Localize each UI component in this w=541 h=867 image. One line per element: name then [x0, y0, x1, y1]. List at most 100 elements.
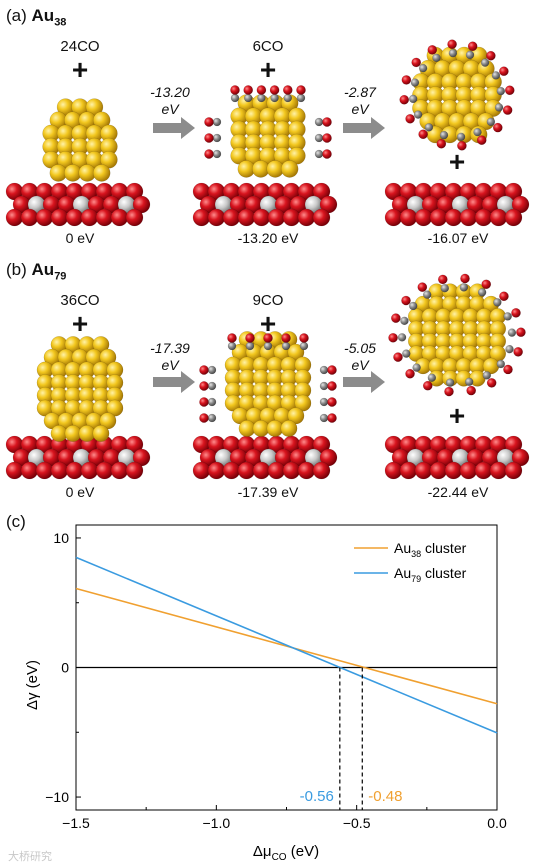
oxygen-atom: [516, 327, 526, 338]
intercept-label: -0.56: [300, 788, 334, 805]
oxygen-atom: [467, 41, 478, 52]
oxygen-atom: [492, 122, 503, 133]
oxygen-atom: [110, 461, 129, 480]
plus-sign: +: [259, 308, 277, 339]
energy-a-2: -16.07 eV: [427, 230, 489, 246]
carbon-atom: [402, 349, 411, 358]
gold-atom: [92, 336, 110, 353]
oxygen-atom: [511, 308, 521, 318]
oxygen-atom: [474, 461, 493, 480]
oxygen-atom: [504, 461, 523, 480]
oxygen-atom: [207, 461, 226, 480]
series-line-1: [75, 556, 498, 734]
molecular-illustrations: [5, 39, 530, 480]
oxygen-atom: [322, 117, 332, 127]
oxygen-atom: [245, 333, 255, 343]
oxygen-atom: [204, 117, 214, 127]
oxygen-atom: [65, 461, 84, 480]
gold-atom: [280, 420, 298, 437]
carbon-atom: [207, 365, 217, 375]
oxide-support: [384, 182, 530, 227]
oxygen-atom: [327, 397, 337, 407]
oxygen-atom: [499, 291, 509, 302]
oxygen-atom: [199, 397, 209, 407]
legend-label-au79: Au79 cluster: [394, 565, 467, 584]
oxygen-atom: [388, 332, 398, 343]
carbon-atom: [496, 359, 506, 369]
gold-atom: [287, 407, 305, 425]
oxygen-atom: [411, 57, 422, 68]
oxygen-atom: [474, 208, 493, 227]
carbon-atom: [245, 341, 255, 351]
oxygen-atom: [227, 333, 237, 343]
y-axis-label: Δγ (eV): [24, 660, 41, 710]
oxygen-atom: [504, 85, 515, 96]
co-ligands: [230, 85, 306, 103]
co-ligands: [399, 39, 515, 151]
carbon-atom: [408, 94, 418, 104]
oxygen-atom: [327, 365, 337, 375]
carbon-atom: [212, 117, 222, 127]
oxygen-atom: [95, 461, 114, 480]
gold-cluster: [42, 98, 118, 182]
carbon-atom: [207, 381, 217, 391]
oxygen-atom: [391, 313, 401, 323]
oxygen-atom: [322, 149, 332, 159]
oxygen-atom: [393, 352, 403, 362]
oxygen-atom: [125, 461, 144, 480]
plus-sign: +: [448, 146, 466, 177]
carbon-atom: [439, 130, 449, 140]
carbon-atom: [503, 312, 512, 321]
co-ligands: [199, 365, 217, 423]
oxide-support: [192, 182, 338, 227]
oxygen-atom: [199, 381, 209, 391]
carbon-atom: [480, 58, 490, 67]
oxygen-atom: [322, 133, 332, 143]
gold-cluster: [408, 283, 506, 387]
oxygen-atom: [459, 208, 478, 227]
oxygen-atom: [429, 461, 448, 480]
oxygen-atom: [192, 461, 211, 480]
co-ligands: [388, 273, 526, 397]
carbon-atom: [459, 283, 469, 292]
oxygen-atom: [222, 208, 241, 227]
oxygen-atom: [237, 208, 256, 227]
oxygen-atom: [447, 39, 457, 50]
carbon-atom: [243, 93, 253, 103]
oxide-support: [5, 182, 151, 227]
arrow-b2-energy: -5.05 eV: [344, 340, 376, 373]
oxygen-atom: [327, 413, 337, 423]
carbon-atom: [491, 71, 501, 80]
oxygen-atom: [427, 45, 438, 55]
carbon-atom: [424, 123, 434, 132]
carbon-atom: [400, 316, 409, 326]
gold-atom: [99, 412, 117, 430]
oxygen-atom: [499, 66, 509, 77]
oxygen-atom: [222, 461, 241, 480]
carbon-atom: [494, 103, 504, 112]
oxygen-atom: [256, 85, 267, 95]
co-count-b-left: 36CO: [60, 292, 100, 309]
reaction-arrow: [153, 371, 195, 393]
energy-b-0: 0 eV: [65, 484, 95, 500]
carbon-atom: [270, 93, 279, 103]
carbon-atom: [493, 298, 502, 307]
oxygen-atom: [282, 461, 301, 480]
oxygen-atom: [503, 364, 513, 375]
oxygen-atom: [384, 208, 403, 227]
x-tick-label: 0.0: [487, 815, 507, 831]
oxygen-atom: [489, 208, 508, 227]
co-count-a-mid: 6CO: [252, 38, 284, 55]
oxygen-atom: [466, 385, 476, 396]
oxygen-atom: [399, 94, 410, 105]
oxygen-atom: [199, 413, 209, 423]
oxygen-atom: [513, 347, 523, 357]
oxygen-atom: [65, 208, 84, 227]
reaction-arrow: [343, 117, 385, 139]
oxygen-atom: [297, 208, 316, 227]
oxygen-atom: [459, 461, 478, 480]
oxygen-atom: [20, 208, 39, 227]
oxygen-atom: [80, 208, 99, 227]
oxygen-atom: [199, 365, 209, 375]
